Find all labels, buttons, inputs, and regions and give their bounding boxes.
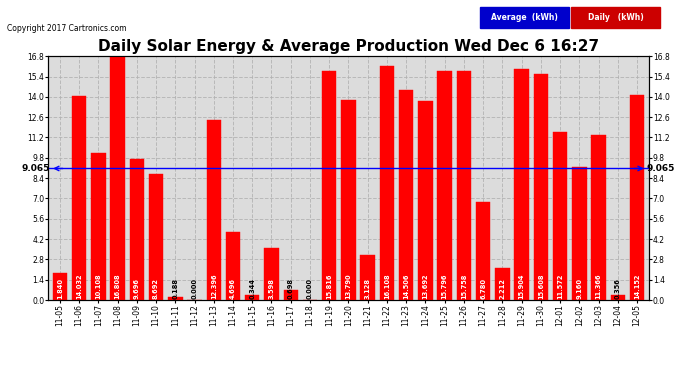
Text: 12.396: 12.396 (210, 273, 217, 298)
Text: 16.108: 16.108 (384, 273, 390, 298)
Text: 10.108: 10.108 (95, 273, 101, 298)
Text: 9.160: 9.160 (576, 278, 582, 298)
Text: 3.598: 3.598 (268, 278, 275, 298)
Text: 4.696: 4.696 (230, 278, 236, 298)
Text: 15.796: 15.796 (442, 273, 448, 298)
Text: 3.128: 3.128 (365, 278, 371, 298)
Text: 8.692: 8.692 (153, 278, 159, 298)
Text: 9.065: 9.065 (647, 164, 675, 173)
Bar (110, 56, 125, 300)
Text: 14.032: 14.032 (76, 273, 82, 298)
Bar (630, 94, 644, 300)
Bar (476, 202, 491, 300)
Text: Average  (kWh): Average (kWh) (491, 13, 558, 22)
Text: 0.698: 0.698 (288, 278, 294, 299)
Bar (360, 255, 375, 300)
Bar (457, 71, 471, 300)
Text: Copyright 2017 Cartronics.com: Copyright 2017 Cartronics.com (7, 24, 126, 33)
Bar (611, 295, 625, 300)
Bar (264, 248, 279, 300)
Bar (168, 297, 182, 300)
Bar (380, 66, 394, 300)
Bar (52, 273, 67, 300)
Bar (495, 268, 510, 300)
Bar (245, 295, 259, 300)
Bar (553, 132, 567, 300)
Bar (206, 120, 221, 300)
Bar (130, 159, 144, 300)
Text: 1.840: 1.840 (57, 278, 63, 298)
Text: 9.065: 9.065 (22, 164, 50, 173)
Bar (342, 100, 355, 300)
Bar (226, 232, 240, 300)
Text: 15.904: 15.904 (519, 273, 524, 298)
Text: 0.000: 0.000 (307, 278, 313, 299)
Text: 15.816: 15.816 (326, 273, 332, 298)
Text: 16.808: 16.808 (115, 273, 121, 298)
Title: Daily Solar Energy & Average Production Wed Dec 6 16:27: Daily Solar Energy & Average Production … (98, 39, 599, 54)
Bar (591, 135, 606, 300)
Text: 11.572: 11.572 (557, 273, 563, 298)
Bar (72, 96, 86, 300)
Text: 0.188: 0.188 (172, 278, 178, 299)
Text: Daily   (kWh): Daily (kWh) (588, 13, 643, 22)
Text: 15.758: 15.758 (461, 273, 467, 298)
Text: 0.000: 0.000 (192, 278, 197, 299)
Bar (149, 174, 164, 300)
Bar (515, 69, 529, 300)
Text: 14.506: 14.506 (403, 273, 409, 298)
Text: 6.780: 6.780 (480, 278, 486, 298)
Text: 14.152: 14.152 (634, 273, 640, 298)
Text: 15.608: 15.608 (538, 273, 544, 298)
Text: 2.212: 2.212 (500, 278, 505, 298)
Text: 0.356: 0.356 (615, 278, 621, 299)
Bar (533, 74, 548, 300)
Bar (284, 290, 298, 300)
Bar (437, 71, 452, 300)
Bar (399, 90, 413, 300)
Bar (572, 167, 586, 300)
Text: 9.696: 9.696 (134, 278, 140, 298)
Bar (91, 153, 106, 300)
Text: 11.366: 11.366 (595, 273, 602, 298)
Text: 13.790: 13.790 (346, 273, 351, 298)
Text: 0.344: 0.344 (249, 278, 255, 299)
Bar (322, 70, 337, 300)
Bar (418, 101, 433, 300)
Text: 13.692: 13.692 (422, 273, 428, 298)
